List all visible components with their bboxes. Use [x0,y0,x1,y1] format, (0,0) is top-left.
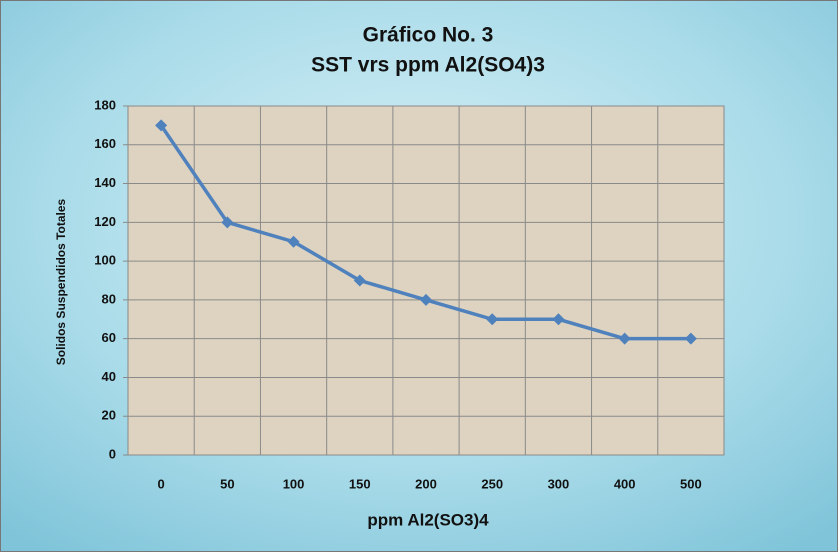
x-tick-label: 300 [548,476,570,491]
y-tick-label: 20 [102,408,116,423]
x-tick-label: 150 [349,476,371,491]
chart: Gráfico No. 3 SST vrs ppm Al2(SO4)3 ppm … [0,0,838,552]
y-tick-label: 180 [94,97,116,112]
y-tick-label: 140 [94,175,116,190]
y-axis-label: Solidos Suspendidos Totales [54,198,68,365]
chart-title: Gráfico No. 3 [363,24,494,47]
y-tick-label: 0 [109,446,116,461]
x-axis-label: ppm Al2(SO3)4 [367,510,489,529]
y-tick-label: 120 [94,214,116,229]
chart-subtitle: SST vrs ppm Al2(SO4)3 [311,54,545,77]
x-tick-label: 50 [220,476,234,491]
plot-area [128,106,724,455]
y-tick-label: 40 [102,369,116,384]
y-tick-label: 160 [94,136,116,151]
x-tick-label: 400 [614,476,636,491]
y-tick-label: 100 [94,253,116,268]
x-tick-label: 100 [283,476,305,491]
x-tick-label: 500 [680,476,702,491]
y-tick-label: 60 [102,330,116,345]
x-tick-label: 200 [415,476,437,491]
x-tick-label: 250 [481,476,503,491]
y-tick-label: 80 [102,291,116,306]
x-tick-label: 0 [157,476,164,491]
